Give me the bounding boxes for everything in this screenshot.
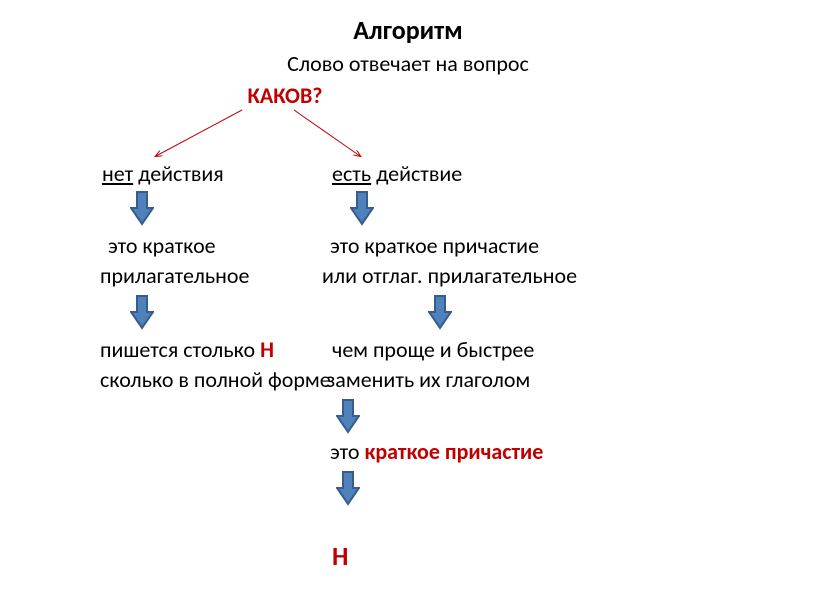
right-yes-underline: есть bbox=[332, 160, 371, 187]
final-letter: Н bbox=[332, 540, 348, 572]
down-arrow-icon bbox=[130, 294, 154, 330]
down-arrow-icon bbox=[336, 398, 360, 434]
down-arrow-icon bbox=[350, 190, 374, 226]
right-result: это краткое причастие bbox=[330, 438, 543, 465]
right-result-a: это bbox=[330, 438, 364, 465]
down-arrow-icon bbox=[428, 294, 452, 330]
left-desc-1: это краткое bbox=[108, 232, 216, 259]
left-desc-2: прилагательное bbox=[100, 262, 249, 289]
right-branch-condition: есть действие bbox=[332, 160, 462, 187]
branch-arrow-left bbox=[0, 0, 816, 613]
left-branch-condition: нет действия bbox=[102, 160, 224, 187]
down-arrow-icon bbox=[130, 190, 154, 226]
right-rule-1: чем проще и быстрее bbox=[332, 336, 534, 363]
down-arrow-icon bbox=[336, 470, 360, 506]
left-no-underline: нет bbox=[102, 160, 133, 187]
right-desc-1: это краткое причастие bbox=[330, 232, 539, 259]
left-rule-n: Н bbox=[260, 336, 274, 363]
right-result-b: краткое причастие bbox=[364, 438, 543, 465]
left-rule-1a: пишется столько bbox=[100, 336, 260, 363]
right-rule-2: заменить их глаголом bbox=[326, 366, 530, 393]
right-desc-2: или отглаг. прилагательное bbox=[322, 262, 577, 289]
left-rule-2: сколько в полной форме bbox=[100, 366, 331, 393]
left-rule-1: пишется столько Н bbox=[100, 336, 274, 363]
right-yes-rest: действие bbox=[371, 160, 462, 187]
left-no-rest: действия bbox=[133, 160, 224, 187]
